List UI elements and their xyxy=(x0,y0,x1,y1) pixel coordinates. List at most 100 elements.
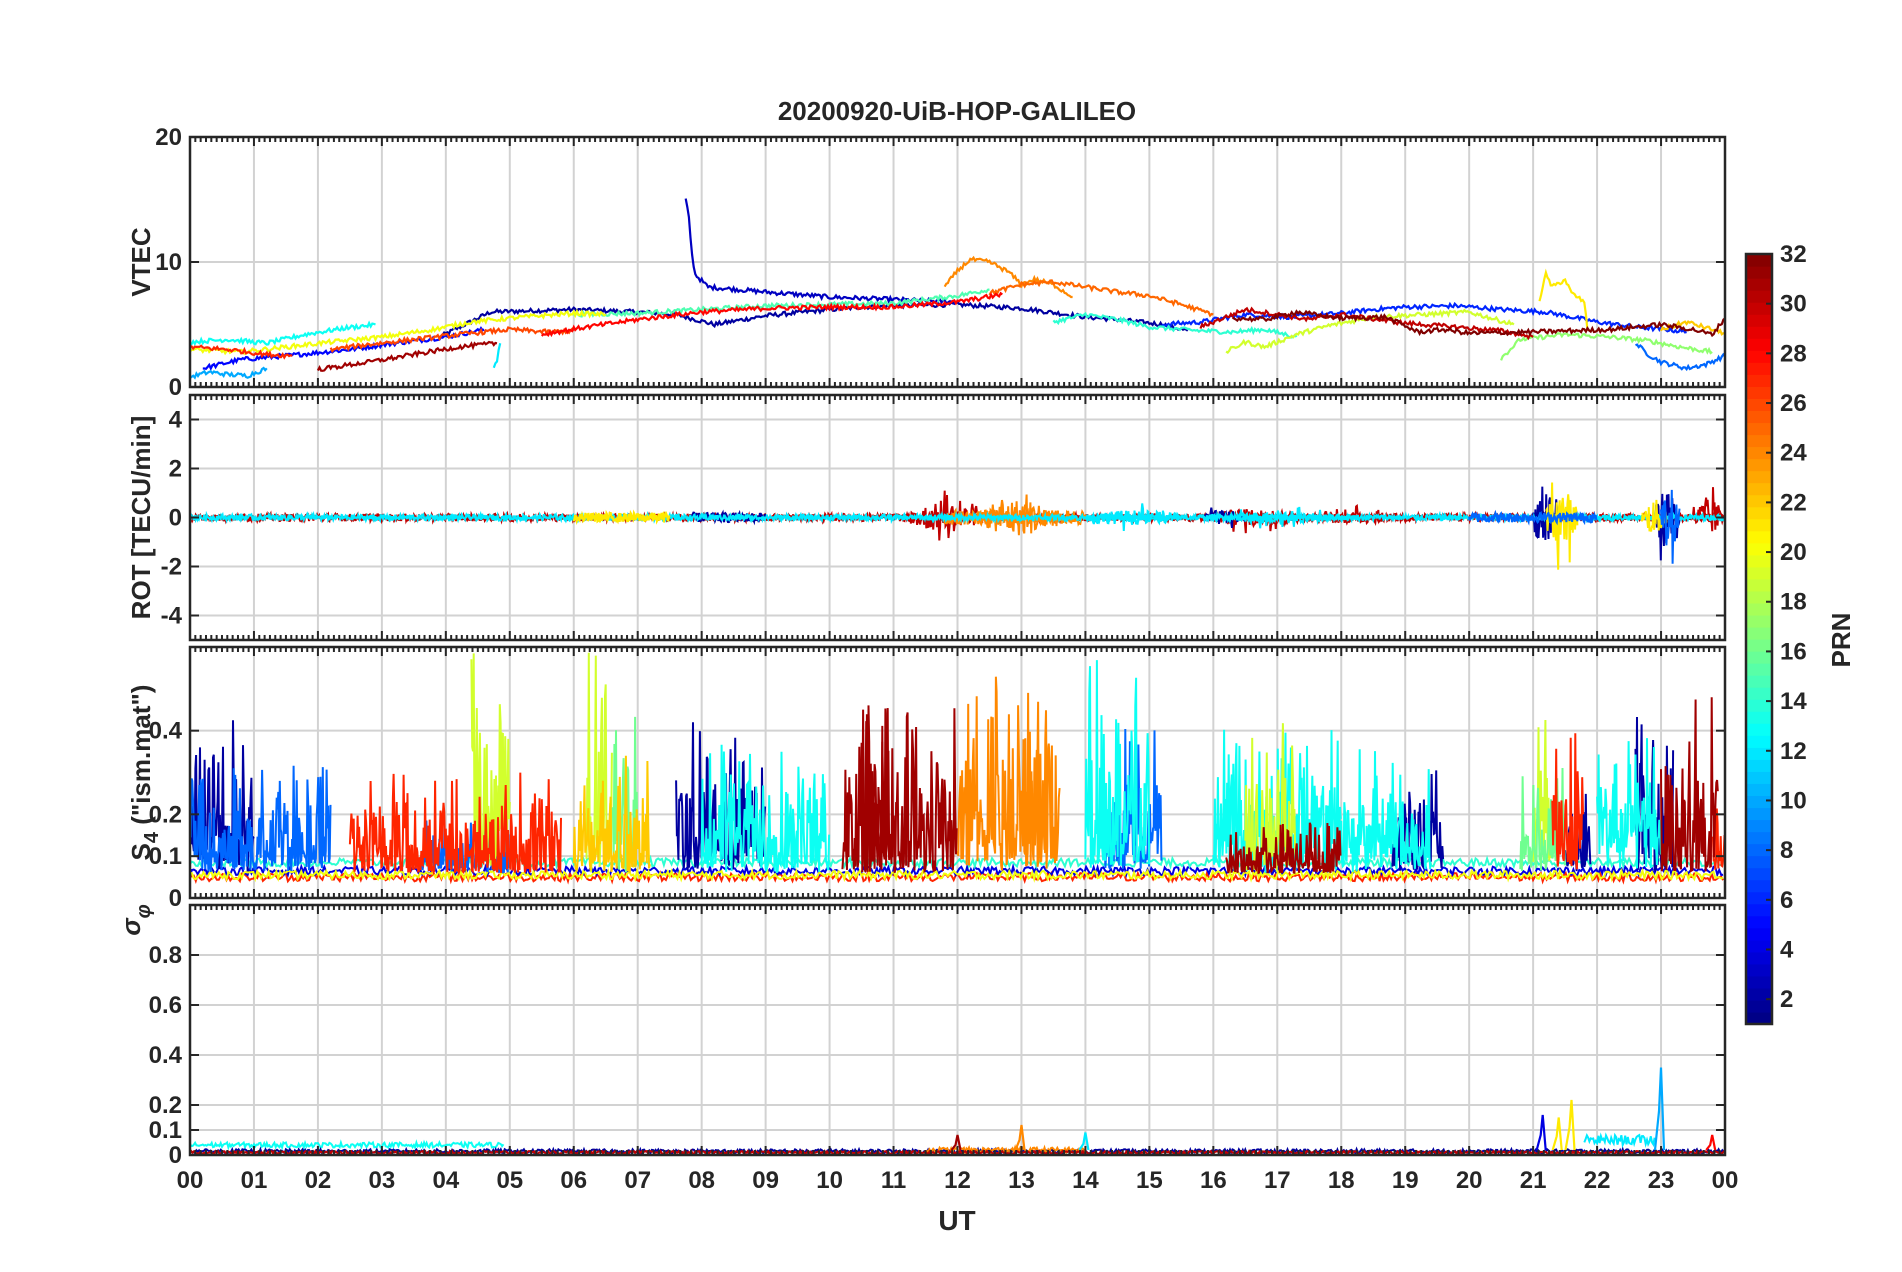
y-axis-label-s4: S4 ("ism.mat") xyxy=(126,685,163,861)
x-tick-label: 18 xyxy=(1328,1167,1355,1194)
series-line-prn-14 xyxy=(1052,311,1298,339)
colorbar-swatch xyxy=(1746,410,1772,424)
colorbar-swatch xyxy=(1746,963,1772,977)
series-line-prn-8 xyxy=(1635,343,1725,372)
colorbar-swatch xyxy=(1746,458,1772,472)
colorbar-tick-label: 30 xyxy=(1780,291,1807,318)
series-line-prn-3 xyxy=(684,198,958,306)
series-line-prn-5 xyxy=(202,326,485,371)
colorbar-tick-label: 2 xyxy=(1780,986,1793,1013)
colorbar-swatch xyxy=(1746,254,1772,267)
series-line-prn-8 xyxy=(190,765,332,873)
x-tick-label: 05 xyxy=(496,1167,523,1194)
y-tick-label: 0 xyxy=(169,374,182,401)
y-tick-label: 0.2 xyxy=(149,1092,182,1119)
colorbar-swatch xyxy=(1746,374,1772,387)
series-line-prn-13 xyxy=(1340,749,1432,872)
colorbar-swatch xyxy=(1746,422,1772,436)
series-line-prn-31 xyxy=(1225,822,1342,875)
colorbar-tick-label: 22 xyxy=(1780,489,1807,516)
x-tick-label: 06 xyxy=(560,1167,587,1194)
x-tick-label: 23 xyxy=(1648,1167,1675,1194)
colorbar-swatch xyxy=(1746,566,1772,580)
colorbar-swatch xyxy=(1746,590,1772,604)
series-line-prn-31 xyxy=(860,708,894,873)
x-tick-label: 03 xyxy=(369,1167,396,1194)
y-tick-label: 0.6 xyxy=(149,992,182,1019)
series-burst-prn-30 xyxy=(1692,487,1725,532)
colorbar-swatch xyxy=(1746,398,1772,412)
x-axis-label: UT xyxy=(938,1205,975,1236)
colorbar-swatch xyxy=(1746,783,1772,797)
x-tick-label: 12 xyxy=(944,1167,971,1194)
colorbar-swatch xyxy=(1746,975,1772,989)
y-tick-label: 0 xyxy=(169,885,182,912)
chart-title: 20200920-UiB-HOP-GALILEO xyxy=(778,96,1136,126)
panel-vtec: 0 10 20 VTEC xyxy=(126,124,1727,401)
colorbar-swatch xyxy=(1746,759,1772,772)
series-burst-prn-30 xyxy=(1308,504,1405,526)
colorbar-swatch xyxy=(1746,266,1772,279)
series-line-prn-24 xyxy=(1020,710,1048,867)
x-tick-label: 01 xyxy=(241,1167,268,1194)
grid-vtec xyxy=(189,136,1726,388)
colorbar-swatch xyxy=(1746,434,1772,448)
spike-prn-28 xyxy=(1705,1134,1717,1151)
colorbar-swatch xyxy=(1746,855,1772,869)
colorbar-swatch xyxy=(1746,699,1772,712)
colorbar-swatch xyxy=(1746,302,1772,315)
colorbar-swatch xyxy=(1746,879,1772,893)
colorbar-label: PRN xyxy=(1826,613,1856,668)
colorbar-swatch xyxy=(1746,530,1772,544)
colorbar-swatch xyxy=(1746,987,1772,1001)
series-line-prn-32 xyxy=(1232,309,1725,338)
series-line-prn-24 xyxy=(943,255,1073,299)
colorbar-swatch xyxy=(1746,542,1772,556)
colorbar-swatch xyxy=(1746,807,1772,821)
colorbar-swatch xyxy=(1746,651,1772,664)
series-line-prn-20 xyxy=(190,308,607,356)
spike-prn-21 xyxy=(1551,1117,1563,1151)
colorbar-tick-label: 16 xyxy=(1780,638,1807,665)
colorbar-swatch xyxy=(1746,831,1772,845)
colorbar-swatch xyxy=(1746,903,1772,917)
colorbar-tick-label: 10 xyxy=(1780,787,1807,814)
series-burst-prn-8 xyxy=(1660,489,1681,564)
x-tick-label: 08 xyxy=(688,1167,715,1194)
data-s4 xyxy=(190,652,1725,885)
series-line-prn-13 xyxy=(190,1139,505,1151)
series-burst-prn-12 xyxy=(1084,503,1182,532)
colorbar-swatch xyxy=(1746,482,1772,496)
colorbar-tick-label: 26 xyxy=(1780,390,1807,417)
colorbar-tick-label: 6 xyxy=(1780,887,1793,914)
x-tick-label: 19 xyxy=(1392,1167,1419,1194)
colorbar-swatch xyxy=(1746,663,1772,676)
y-tick-label: 0.8 xyxy=(149,942,182,969)
x-tick-label: 20 xyxy=(1456,1167,1483,1194)
colorbar-swatch xyxy=(1746,278,1772,291)
spike-prn-24 xyxy=(1014,1124,1026,1151)
colorbar-swatch xyxy=(1746,843,1772,857)
ticks-vtec xyxy=(189,136,1726,388)
series-line-prn-8 xyxy=(1468,509,1598,526)
x-tick-label: 02 xyxy=(305,1167,332,1194)
colorbar-swatch xyxy=(1746,506,1772,520)
series-line-prn-12 xyxy=(1583,1132,1656,1149)
x-tick-label: 14 xyxy=(1072,1167,1099,1194)
colorbar-swatch xyxy=(1746,639,1772,652)
series-line-prn-25 xyxy=(988,279,1214,318)
colorbar-swatch xyxy=(1746,735,1772,748)
ticks-sigma xyxy=(189,905,1726,1156)
y-tick-label: 0.1 xyxy=(149,843,182,870)
colorbar-tick-label: 28 xyxy=(1780,340,1807,367)
y-axis-label-rot: ROT [TECU/min] xyxy=(126,416,156,620)
y-tick-label: 0.1 xyxy=(149,1117,182,1144)
y-tick-label: 0.4 xyxy=(149,1042,183,1069)
colorbar-tick-label: 32 xyxy=(1780,241,1807,268)
series-line-prn-26 xyxy=(329,326,575,354)
series-line-prn-13 xyxy=(190,320,376,346)
colorbar-swatch xyxy=(1746,338,1772,351)
colorbar-tick-label: 20 xyxy=(1780,539,1807,566)
colorbar-swatch xyxy=(1746,350,1772,363)
colorbar-swatch xyxy=(1746,314,1772,327)
